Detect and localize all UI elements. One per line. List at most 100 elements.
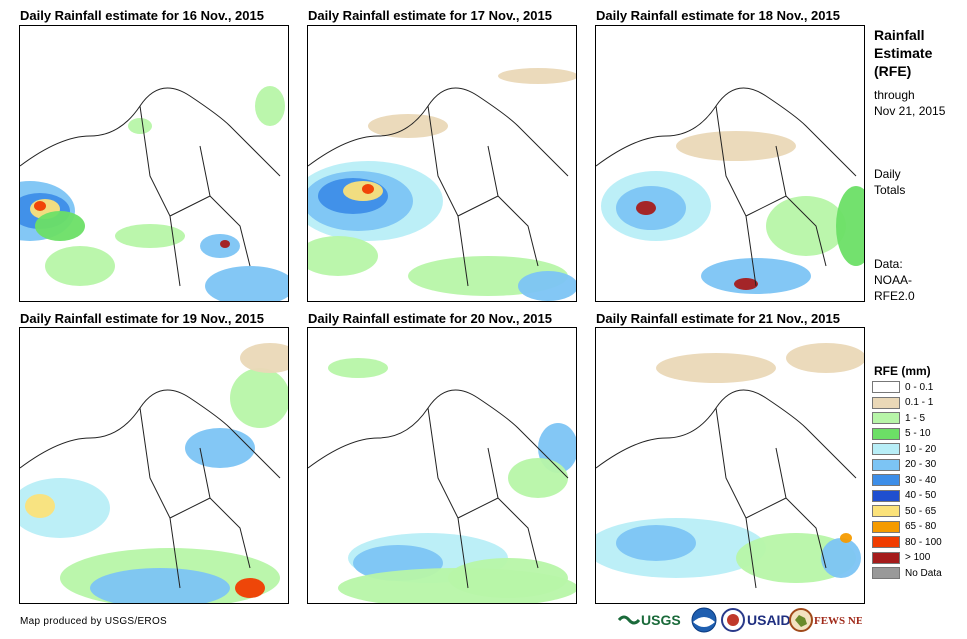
rainfall-area [115,224,185,248]
legend-item: 10 - 20 [872,442,936,456]
legend-label: 50 - 65 [905,505,937,517]
panel-title-17nov: Daily Rainfall estimate for 17 Nov., 201… [308,8,552,23]
panel-title-19nov: Daily Rainfall estimate for 19 Nov., 201… [20,311,264,326]
legend-item: 0.1 - 1 [872,396,933,410]
panel-title-20nov: Daily Rainfall estimate for 20 Nov., 201… [308,311,552,326]
rainfall-area [518,271,576,301]
legend-item: No Data [872,566,942,580]
legend-item: 30 - 40 [872,473,936,487]
rainfall-area [656,353,776,383]
legend-label: > 100 [905,552,931,563]
legend-swatch [872,536,900,548]
legend-swatch [872,412,900,424]
sidebar-data-source: NOAA- [874,273,913,287]
legend-swatch [872,427,900,440]
sidebar-heading-estimate: Estimate [874,45,933,61]
usgs-logo-text: USGS [641,612,681,628]
rainfall-area [220,240,230,248]
country-borders [308,389,569,589]
rainfall-area [185,428,255,468]
map-panel-21nov [595,327,865,604]
rainfall-area [786,343,864,373]
fews-net-logo-text: FEWS NET [814,615,862,627]
legend-swatch [872,381,900,393]
rainfall-area [508,458,568,498]
map-panel-20nov [307,327,577,604]
rainfall-area [821,538,861,578]
sidebar-heading-rainfall: Rainfall [874,27,925,43]
legend-item: 5 - 10 [872,427,931,441]
rainfall-area [45,246,115,286]
rainfall-area [128,118,152,134]
legend-swatch [872,443,900,455]
rainfall-area [255,86,285,126]
sidebar-through-date: Nov 21, 2015 [874,104,946,118]
rainfall-area [701,258,811,294]
legend-swatch [872,458,900,471]
legend-label: 30 - 40 [905,474,937,486]
legend-item: 1 - 5 [872,411,925,425]
rainfall-area [235,578,265,598]
rainfall-area [205,266,288,301]
partner-logos: USGS USAID FEWS NET [617,607,862,633]
legend-swatch [872,551,900,564]
legend-item: 50 - 65 [872,504,936,518]
sidebar-data-product: RFE2.0 [874,289,915,303]
rainfall-area [90,568,230,603]
sidebar-totals-label: Totals [874,183,906,197]
country-borders [20,389,281,589]
rainfall-area [240,343,288,373]
legend-item: 80 - 100 [872,535,942,549]
usaid-logo-text: USAID [747,612,791,628]
panel-title-18nov: Daily Rainfall estimate for 18 Nov., 201… [596,8,840,23]
rainfall-area [338,568,576,603]
legend-label: 5 - 10 [905,428,931,439]
map-panel-19nov [19,327,289,604]
legend-item: 20 - 30 [872,458,936,472]
legend-item: 0 - 0.1 [872,380,933,394]
country-borders [308,87,569,287]
sidebar-through-label: through [874,88,915,102]
rainfall-area [676,131,796,161]
legend-label: 10 - 20 [905,443,937,455]
map-panel-18nov [595,25,865,302]
country-borders [596,87,857,287]
legend-item: 40 - 50 [872,489,936,503]
legend-label: 1 - 5 [905,412,926,424]
country-borders [596,389,857,589]
legend-label: No Data [905,567,942,579]
legend-item: 65 - 80 [872,520,936,534]
noaa-logo [691,607,717,633]
rainfall-area [766,196,846,256]
map-credit: Map produced by USGS/EROS [20,616,168,627]
sidebar-daily-label: Daily [874,167,901,181]
rainfall-area [368,114,448,138]
rainfall-area [328,358,388,378]
rainfall-area [35,211,85,241]
map-panel-17nov [307,25,577,302]
legend-swatch [872,396,900,409]
usaid-seal-icon: USAID [721,608,791,632]
legend-label: 20 - 30 [905,459,937,470]
legend-title: RFE (mm) [874,364,931,378]
legend-swatch [872,567,900,579]
legend-label: 80 - 100 [905,536,942,548]
rainfall-area [200,234,240,258]
fews-net-logo: FEWS NET [789,608,862,632]
legend-label: 40 - 50 [905,490,937,501]
rainfall-area [308,236,378,276]
rainfall-area [616,525,696,561]
legend-label: 0.1 - 1 [905,397,934,408]
rainfall-area [840,533,852,543]
legend-swatch [872,520,900,533]
panel-title-21nov: Daily Rainfall estimate for 21 Nov., 201… [596,311,840,326]
map-panel-16nov [19,25,289,302]
usgs-logo: USGS [617,612,681,628]
rainfall-area [836,186,864,266]
legend-swatch [872,489,900,502]
legend-label: 65 - 80 [905,521,937,532]
rainfall-area [20,478,110,538]
country-borders [20,87,281,287]
sidebar-data-label: Data: [874,257,903,271]
sidebar-heading-rfe: (RFE) [874,63,912,79]
